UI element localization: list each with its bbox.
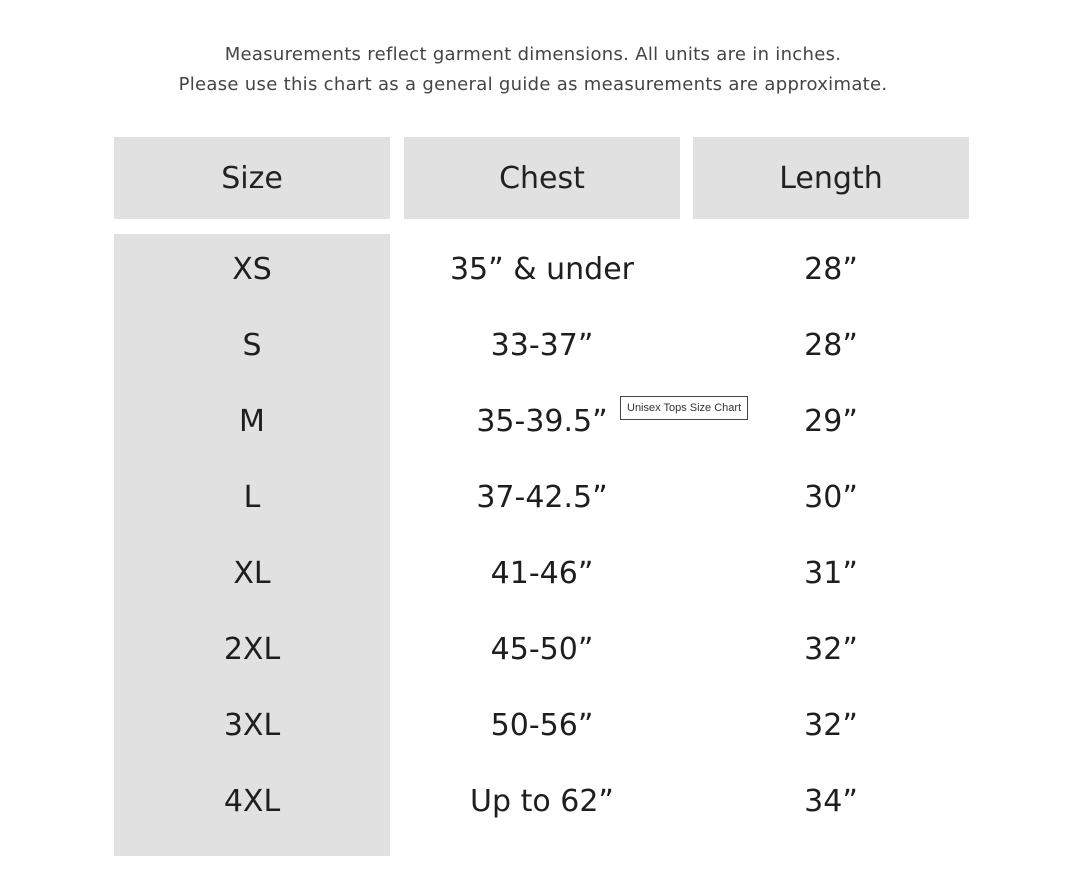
cell-size: 4XL xyxy=(223,783,281,819)
tooltip: Unisex Tops Size Chart xyxy=(620,396,749,420)
cell-size: S xyxy=(242,327,262,363)
intro-line-1: Measurements reflect garment dimensions.… xyxy=(224,44,842,65)
cell-size: L xyxy=(243,479,261,515)
header-length: Length xyxy=(693,137,969,219)
cell-chest: 41-46” xyxy=(490,555,594,591)
intro-line-2: Please use this chart as a general guide… xyxy=(178,74,888,95)
cell-length: 34” xyxy=(804,783,858,819)
cell-chest: 45-50” xyxy=(490,631,594,667)
cell-length: 32” xyxy=(804,631,858,667)
cell-length: 32” xyxy=(804,707,858,743)
size-column-background xyxy=(114,234,390,856)
header-chest: Chest xyxy=(404,137,680,219)
cell-size: M xyxy=(239,403,265,439)
cell-size: XL xyxy=(233,555,271,591)
cell-chest: Up to 62” xyxy=(470,783,614,819)
cell-length: 29” xyxy=(804,403,858,439)
cell-length: 28” xyxy=(804,327,858,363)
cell-chest: 37-42.5” xyxy=(476,479,608,515)
cell-size: 2XL xyxy=(223,631,281,667)
cell-length: 28” xyxy=(804,251,858,287)
cell-chest: 35-39.5” xyxy=(476,403,608,439)
cell-chest: 50-56” xyxy=(490,707,594,743)
cell-chest: 35” & under xyxy=(449,251,635,287)
cell-chest: 33-37” xyxy=(490,327,594,363)
cell-size: XS xyxy=(232,251,272,287)
cell-length: 30” xyxy=(804,479,858,515)
header-size: Size xyxy=(114,137,390,219)
cell-length: 31” xyxy=(804,555,858,591)
cell-size: 3XL xyxy=(223,707,281,743)
